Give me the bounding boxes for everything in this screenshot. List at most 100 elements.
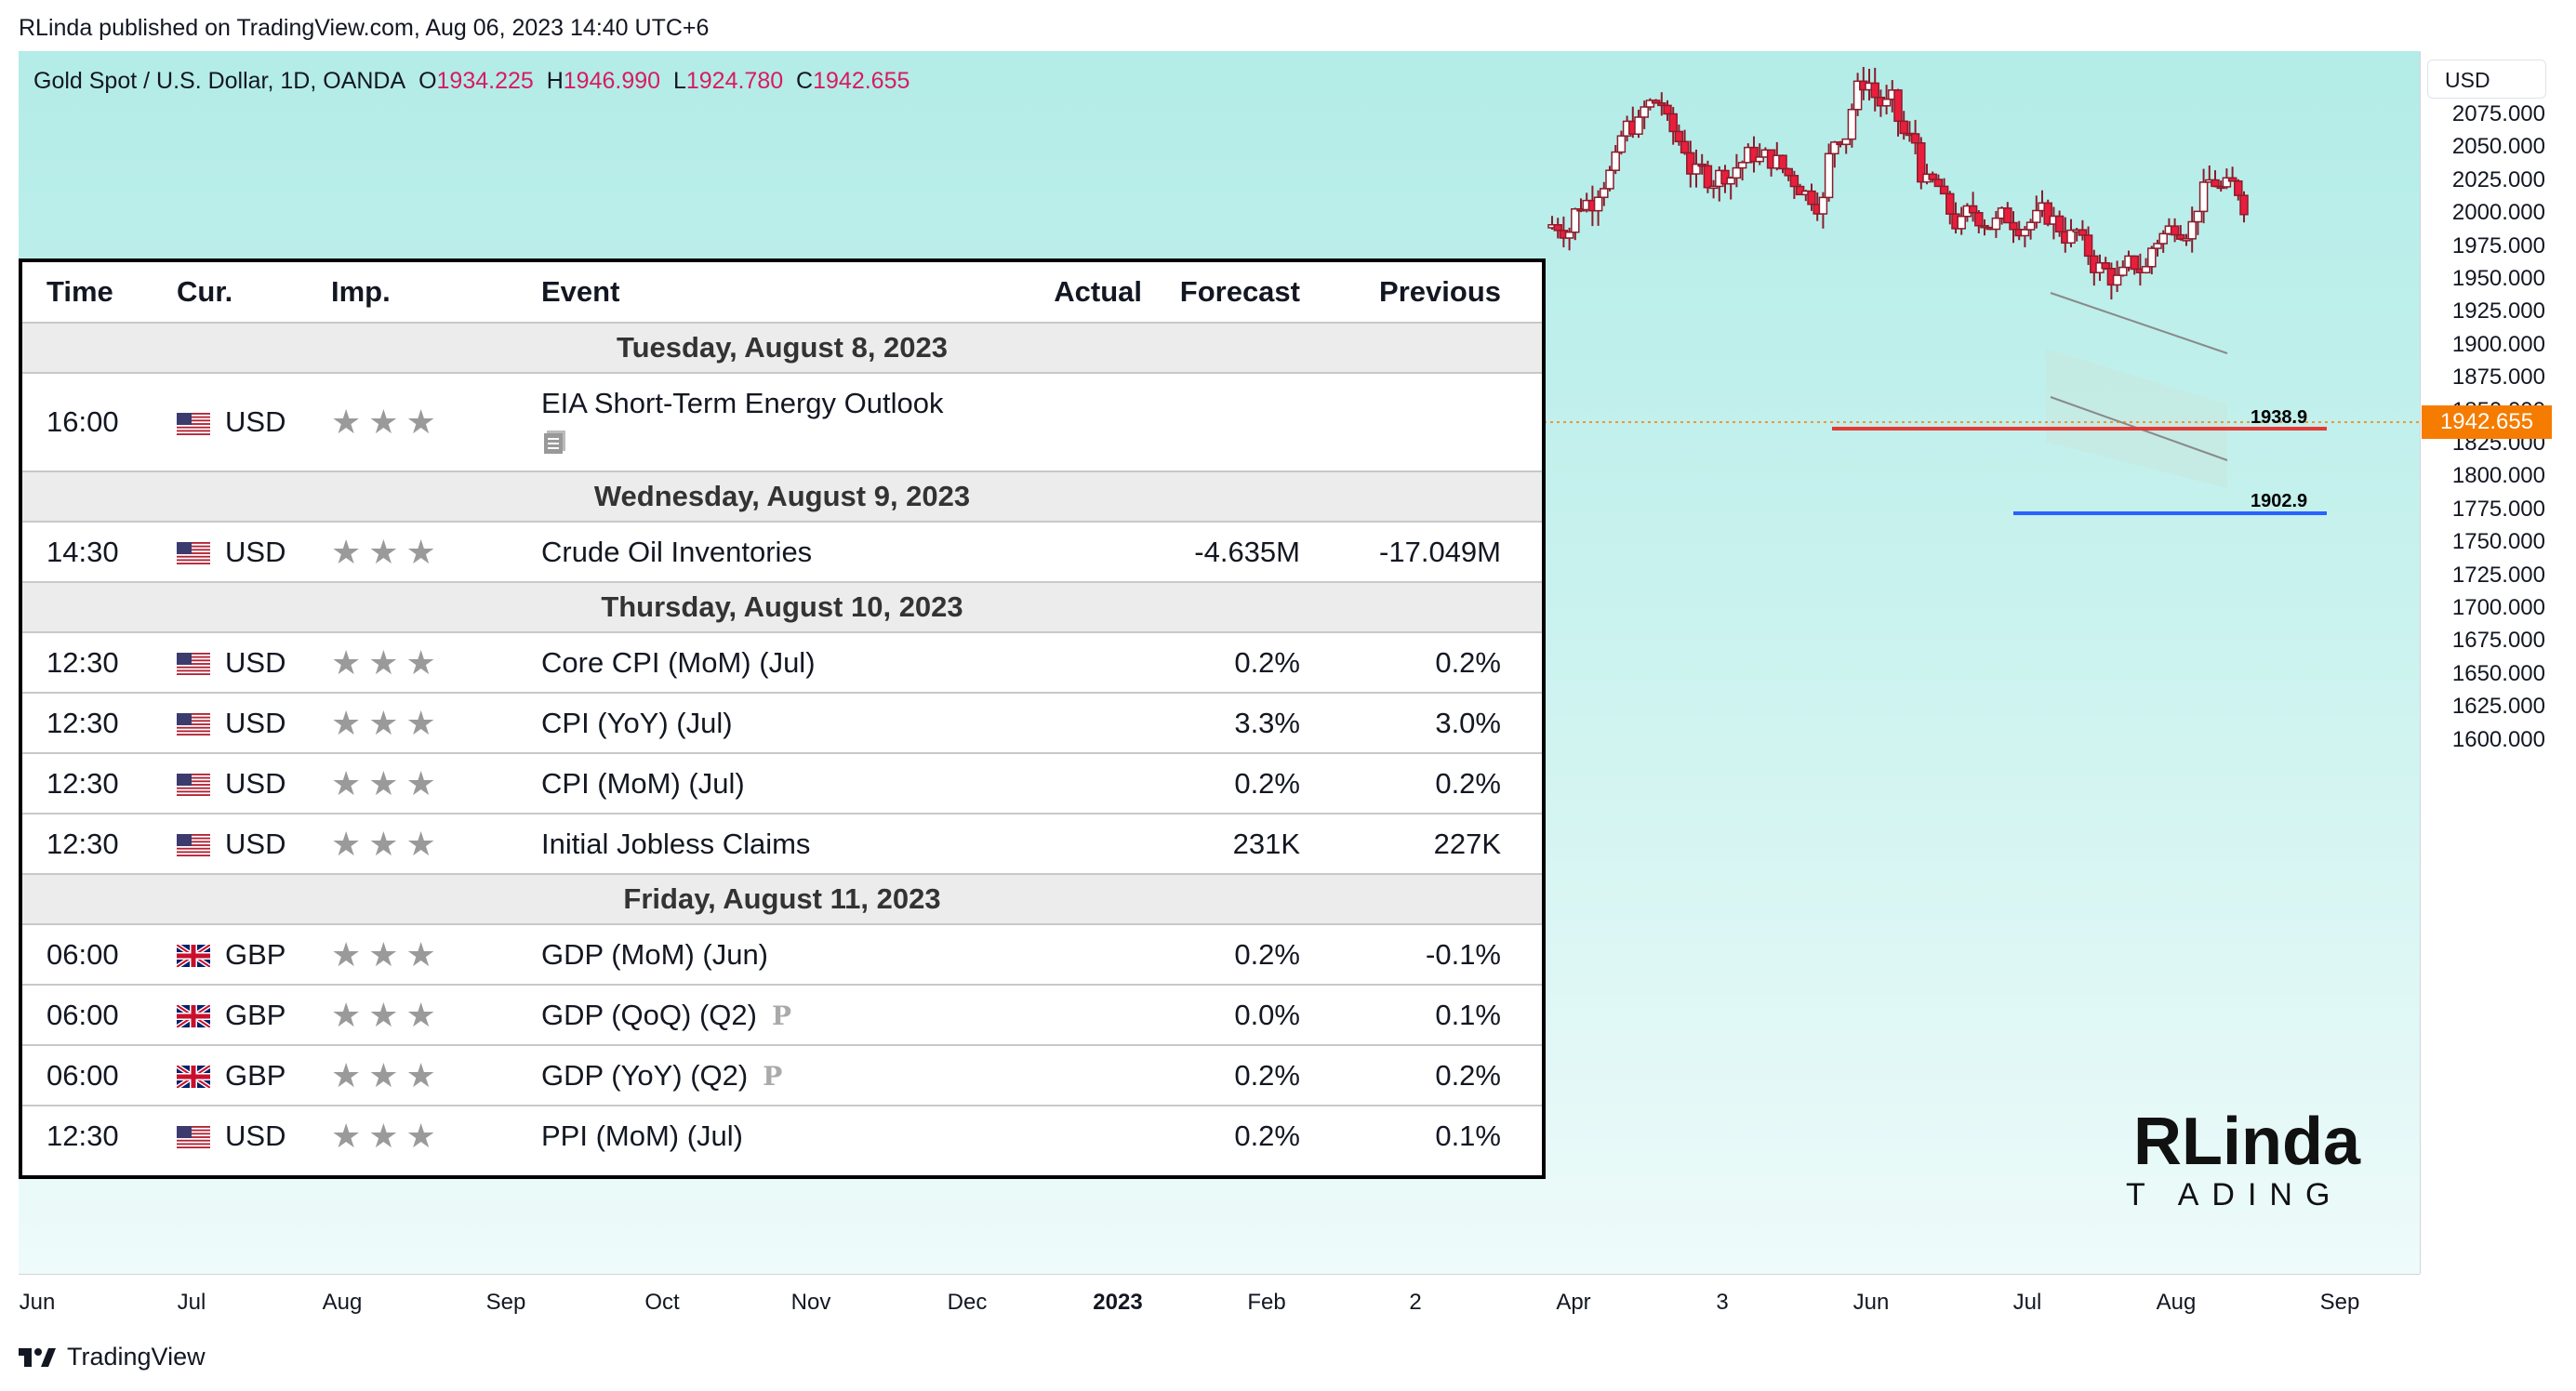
candle-body	[1726, 177, 1735, 185]
candle-body	[1686, 152, 1695, 175]
symbol-legend: Gold Spot / U.S. Dollar, 1D, OANDA O1934…	[33, 68, 910, 95]
col-actual: Actual	[1054, 275, 1142, 308]
time-tick-label: Oct	[644, 1290, 680, 1315]
us-flag-icon	[177, 713, 210, 736]
event-time: 14:30	[22, 521, 177, 582]
candle-body	[2066, 229, 2076, 245]
candle-body	[1789, 175, 1799, 188]
date-group-row: Thursday, August 10, 2023	[22, 581, 1542, 632]
event-row[interactable]: 06:00 GBP ★★★ GDP (YoY) (Q2) P 0.2% 0.2%	[22, 1044, 1542, 1106]
calendar-body: Tuesday, August 8, 2023 16:00 USD ★★★ EIA Sh…	[22, 322, 1542, 1165]
price-tick-label: 1650.000	[2451, 660, 2545, 686]
last-price-badge: 1942.655	[2422, 405, 2552, 439]
importance-stars: ★★★	[331, 824, 444, 863]
event-previous: 0.2%	[1300, 1044, 1501, 1106]
time-tick-label: Feb	[1247, 1290, 1286, 1315]
candle-body	[1634, 116, 1643, 135]
tradingview-footer[interactable]: TradingView	[19, 1343, 206, 1371]
candle-body	[2020, 229, 2030, 237]
candle-body	[1640, 106, 1649, 118]
event-cell: PPI (MoM) (Jul)	[541, 1105, 975, 1165]
time-axis[interactable]: Jun Jul Aug Sep Oct Nov Dec 2023 Feb 2 Apr 3 Jun Jul A…	[19, 1274, 2420, 1327]
candle-body	[2032, 209, 2041, 223]
event-forecast: -4.635M	[1142, 521, 1300, 582]
date-group-row: Wednesday, August 9, 2023	[22, 470, 1542, 522]
candle-body	[1893, 89, 1903, 123]
event-row[interactable]: 06:00 GBP ★★★ GDP (MoM) (Jun) 0.2% -0.1%	[22, 923, 1542, 985]
event-forecast: 0.2%	[1142, 752, 1300, 814]
currency-button[interactable]: USD	[2427, 60, 2546, 99]
candle-body	[1870, 82, 1879, 99]
currency-code: USD	[225, 645, 286, 679]
event-cell: GDP (YoY) (Q2) P	[541, 1044, 975, 1106]
col-forecast: Forecast	[1179, 275, 1300, 308]
col-importance: Imp.	[331, 275, 391, 308]
importance-stars-icon: ★★★	[331, 631, 541, 693]
importance-stars-icon: ★★★	[331, 752, 541, 814]
price-chart: 1938.9 1902.9	[1544, 67, 2420, 515]
candle-body	[1881, 98, 1892, 107]
event-cell: GDP (MoM) (Jun)	[541, 923, 975, 985]
event-actual	[975, 752, 1142, 814]
channel-upper-line	[2050, 292, 2228, 354]
us-flag-icon	[177, 774, 210, 797]
event-forecast: 231K	[1142, 813, 1300, 874]
importance-stars-icon: ★★★	[331, 1044, 541, 1106]
price-axis[interactable]: 2075.000 2050.000 2025.000 2000.000 1975.000…	[2420, 51, 2558, 1274]
event-row[interactable]: 06:00 GBP ★★★ GDP (QoQ) (Q2) P 0.0% 0.1%	[22, 984, 1542, 1045]
event-previous: 0.1%	[1300, 1105, 1501, 1165]
event-previous: 3.0%	[1300, 692, 1501, 753]
candle-body	[1651, 99, 1661, 104]
event-currency: GBP	[177, 1044, 331, 1106]
event-currency: GBP	[177, 923, 331, 985]
importance-stars-icon: ★★★	[331, 372, 541, 471]
event-row[interactable]: 12:30 USD ★★★ PPI (MoM) (Jul) 0.2% 0.1%	[22, 1105, 1542, 1165]
event-row[interactable]: 16:00 USD ★★★ EIA Short-Term Energy Outlook	[22, 372, 1542, 471]
importance-stars: ★★★	[331, 703, 444, 742]
event-row[interactable]: 12:30 USD ★★★ CPI (MoM) (Jul) 0.2% 0.2%	[22, 752, 1542, 814]
us-flag-icon	[177, 1126, 210, 1149]
time-tick-label: Dec	[947, 1290, 988, 1315]
candle-body	[2083, 234, 2093, 258]
importance-stars-icon: ★★★	[331, 521, 541, 582]
event-time: 06:00	[22, 1044, 177, 1106]
event-actual	[975, 521, 1142, 582]
event-row[interactable]: 12:30 USD ★★★ Initial Jobless Claims 231K 227…	[22, 813, 1542, 874]
event-forecast	[1142, 372, 1300, 471]
candle-body	[1708, 185, 1719, 190]
channel-area	[2046, 349, 2227, 488]
importance-stars-icon: ★★★	[331, 813, 541, 874]
candle-body	[2025, 221, 2036, 231]
candle-body	[2112, 274, 2122, 286]
document-icon[interactable]	[541, 428, 569, 456]
high-value: 1946.990	[563, 68, 661, 94]
price-tick-label: 1725.000	[2451, 562, 2545, 588]
candle-body	[1657, 102, 1666, 107]
event-name: Initial Jobless Claims	[541, 827, 811, 860]
gb-flag-icon	[177, 1005, 210, 1028]
price-tick-label: 1700.000	[2451, 595, 2545, 620]
candle-body	[1663, 104, 1672, 115]
time-tick-label: Apr	[1556, 1290, 1591, 1315]
event-row[interactable]: 12:30 USD ★★★ Core CPI (MoM) (Jul) 0.2% 0.2%	[22, 631, 1542, 693]
date-group-label: Wednesday, August 9, 2023	[22, 470, 1542, 522]
high-label: H	[546, 68, 564, 94]
event-forecast: 0.2%	[1142, 1105, 1300, 1165]
candle-body	[2182, 238, 2191, 242]
event-actual	[975, 1044, 1142, 1106]
date-group-label: Tuesday, August 8, 2023	[22, 322, 1542, 373]
event-row[interactable]: 14:30 USD ★★★ Crude Oil Inventories -4.635M -…	[22, 521, 1542, 582]
event-cell: CPI (MoM) (Jul)	[541, 752, 975, 814]
event-currency: USD	[177, 521, 331, 582]
importance-stars: ★★★	[331, 763, 444, 802]
time-tick-label: 2023	[1093, 1290, 1143, 1315]
event-row[interactable]: 12:30 USD ★★★ CPI (YoY) (Jul) 3.3% 3.0%	[22, 692, 1542, 753]
currency-code: USD	[225, 766, 286, 800]
event-cell: EIA Short-Term Energy Outlook	[541, 372, 975, 471]
us-flag-icon	[177, 834, 210, 857]
candle-body	[1755, 156, 1764, 163]
importance-stars: ★★★	[331, 403, 444, 441]
event-forecast: 0.2%	[1142, 631, 1300, 693]
event-cell: CPI (YoY) (Jul)	[541, 692, 975, 753]
candle-body	[2054, 215, 2065, 233]
